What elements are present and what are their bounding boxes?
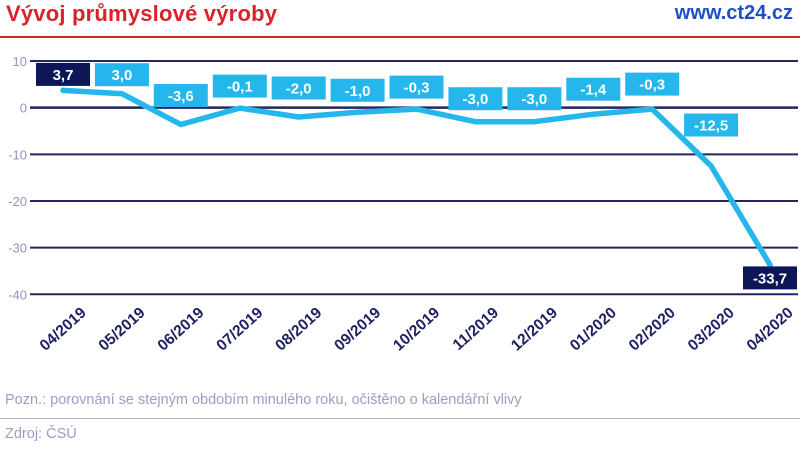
x-axis-label: 11/2019 [450, 304, 503, 354]
x-axis-label: 08/2019 [272, 304, 325, 354]
data-label-text: -3,0 [463, 91, 489, 108]
y-tick-label: 10 [13, 54, 27, 69]
y-tick-label: -40 [8, 287, 27, 302]
data-label-box [507, 87, 562, 111]
chart-source: Zdroj: ČSÚ [5, 426, 77, 442]
y-tick-label: -30 [8, 241, 27, 256]
x-axis-label: 01/2020 [567, 304, 620, 354]
data-label-text: -3,0 [521, 91, 547, 108]
data-label-box [36, 62, 90, 86]
data-label-box [389, 75, 444, 99]
x-axis-label: 02/2020 [626, 304, 679, 354]
data-label-box [153, 84, 208, 107]
data-label-text: -0,3 [639, 77, 665, 94]
page-title: Vývoj průmyslové výroby [6, 1, 278, 26]
data-label-box [448, 87, 503, 111]
x-axis-label: 05/2019 [96, 304, 149, 354]
data-label-box [743, 266, 797, 290]
data-label-text: -12,5 [694, 118, 728, 135]
data-label-text: -0,3 [404, 80, 430, 97]
data-label-text: -2,0 [286, 81, 312, 98]
data-label-text: -33,7 [753, 270, 787, 287]
site-url: www.ct24.cz [674, 2, 793, 24]
y-tick-label: -10 [8, 147, 27, 162]
data-label-text: -0,1 [227, 79, 253, 96]
header: Vývoj průmyslové výroby www.ct24.cz [0, 0, 800, 36]
x-axis-label: 04/2019 [37, 304, 90, 354]
data-label-box [94, 63, 149, 87]
x-axis-label: 10/2019 [390, 304, 443, 354]
x-axis-label: 09/2019 [331, 304, 384, 354]
x-axis-label: 07/2019 [213, 304, 266, 354]
chart-footnote: Pozn.: porovnání se stejným obdobím minu… [5, 392, 522, 408]
data-label-box [330, 78, 385, 102]
data-label-box [684, 113, 739, 137]
series-line [60, 87, 773, 268]
x-axis-label: 03/2020 [685, 304, 738, 354]
x-axis-label: 06/2019 [155, 304, 208, 354]
x-axis-label: 12/2019 [508, 304, 561, 354]
data-label-text: -3,6 [168, 88, 194, 105]
x-axis-label: 04/2020 [744, 304, 797, 354]
header-divider [0, 36, 800, 38]
data-label-box [212, 74, 267, 98]
data-label-box [271, 76, 326, 100]
data-label-text: -1,0 [345, 83, 371, 100]
y-tick-label: -20 [8, 194, 27, 209]
data-label-text: -1,4 [580, 82, 607, 99]
data-label-text: 3,0 [111, 67, 132, 84]
y-tick-label: 0 [20, 101, 27, 116]
data-label-text: 3,7 [53, 67, 74, 84]
footer-divider [0, 418, 800, 419]
data-label-box [566, 77, 621, 101]
data-label-box [625, 72, 680, 96]
